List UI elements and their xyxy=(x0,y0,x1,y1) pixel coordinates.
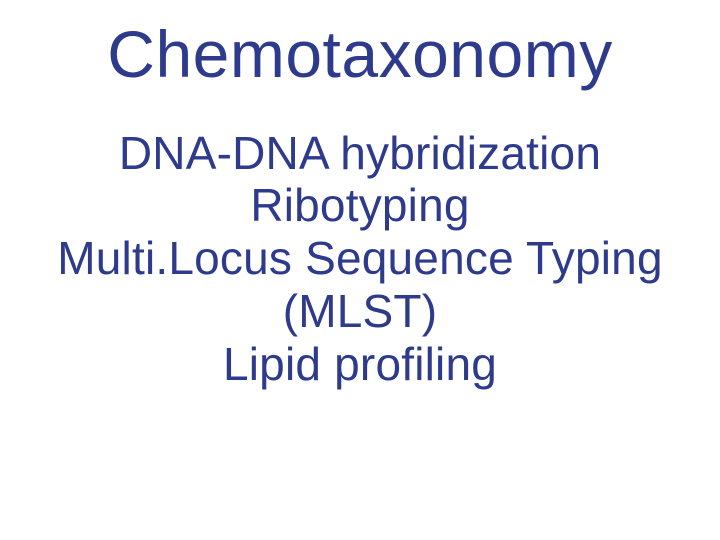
slide-title: Chemotaxonomy xyxy=(0,0,720,91)
body-line: (MLST) xyxy=(0,285,720,338)
slide: Chemotaxonomy DNA-DNA hybridization Ribo… xyxy=(0,0,720,540)
body-line: Lipid profiling xyxy=(0,338,720,391)
body-line: DNA-DNA hybridization xyxy=(0,127,720,180)
slide-body: DNA-DNA hybridization Ribotyping Multi.L… xyxy=(0,127,720,391)
body-line: Multi.Locus Sequence Typing xyxy=(0,232,720,285)
body-line: Ribotyping xyxy=(0,179,720,232)
